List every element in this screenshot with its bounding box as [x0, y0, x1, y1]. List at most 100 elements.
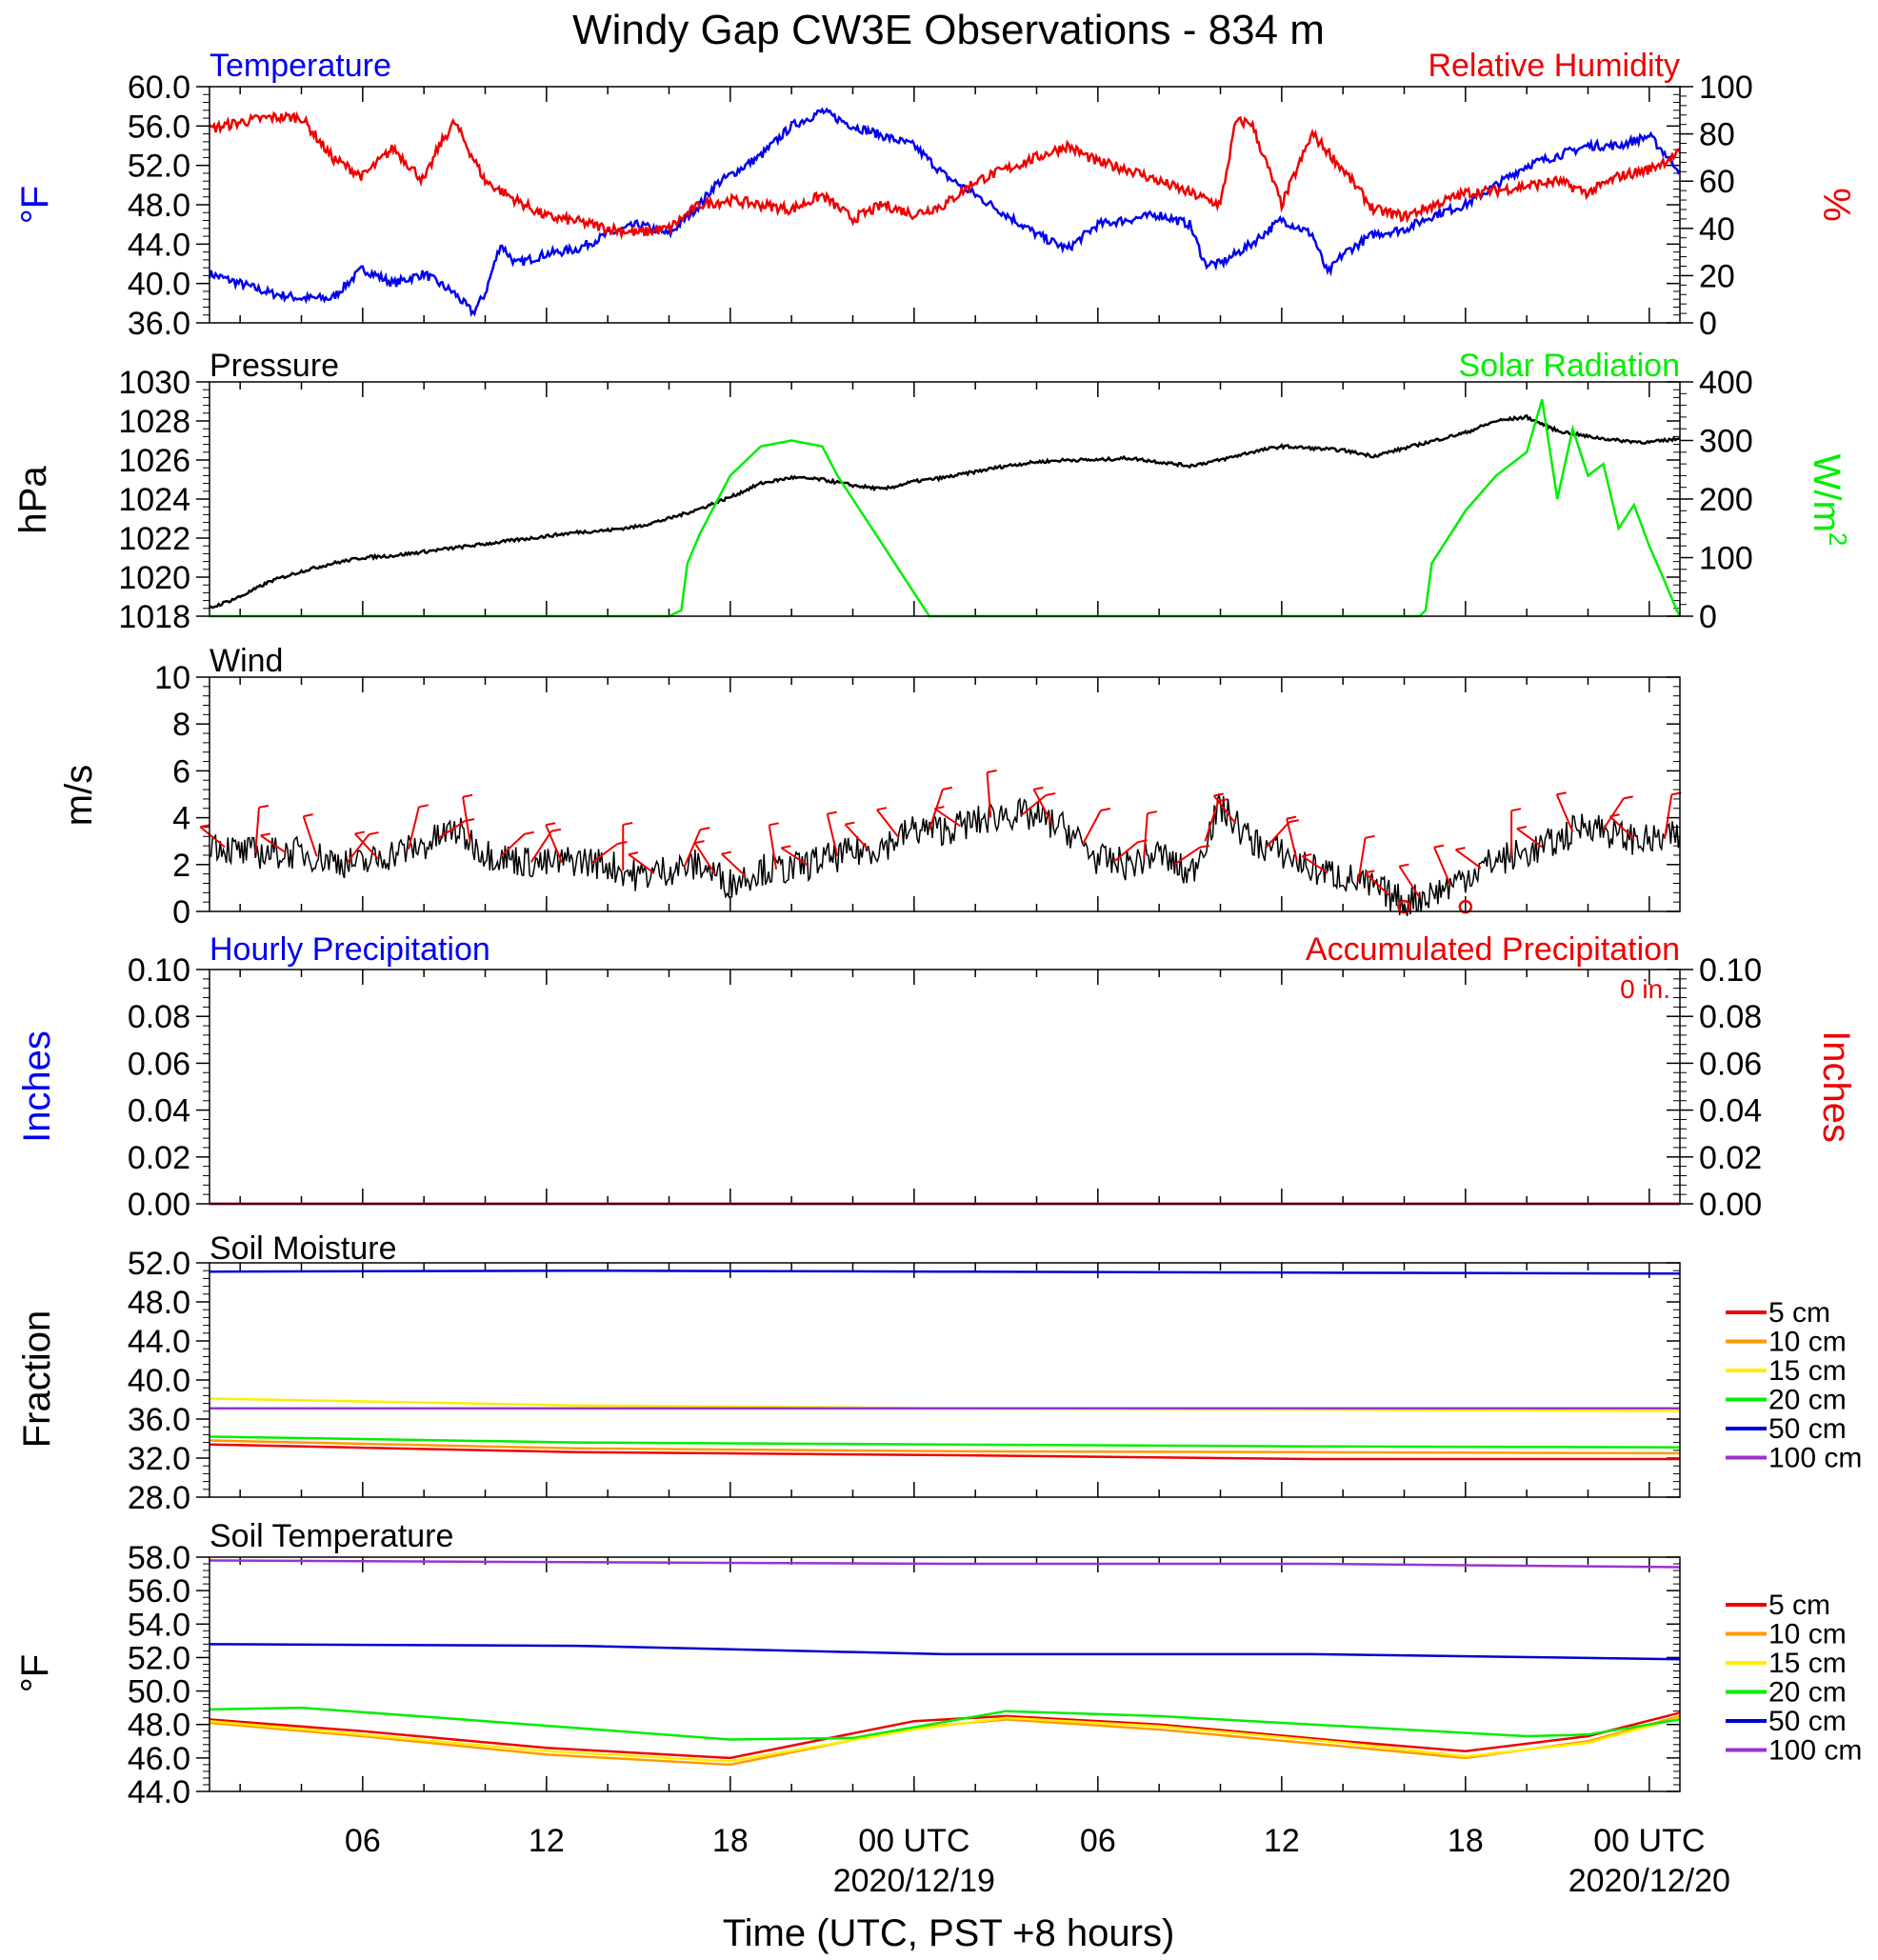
wind-barb-flag	[1286, 815, 1297, 820]
series-line-15-cm	[209, 1716, 1681, 1763]
legend-label: 15 cm	[1768, 1355, 1847, 1387]
series-line-50-cm	[209, 1643, 1681, 1661]
precip-frame	[209, 969, 1681, 1205]
soil-moisture-frame	[209, 1262, 1681, 1498]
wind-barb	[408, 807, 420, 850]
wind-barb	[346, 833, 370, 863]
x-date-label: 2020/12/19	[833, 1863, 995, 1899]
soil-temp-label: Soil Temperature	[210, 1518, 453, 1554]
wind-barb	[876, 809, 900, 839]
wind-barb-flag	[303, 813, 313, 818]
wind-barb	[683, 829, 702, 868]
wind-barb-flag	[1046, 792, 1056, 796]
wind-barb	[844, 823, 869, 850]
wind-barb-flag	[781, 845, 791, 850]
y-tick-label: 4	[172, 801, 190, 837]
calm-wind-marker	[1397, 899, 1411, 914]
y-tick-label: 52.0	[128, 1640, 190, 1676]
solar-unit-label: W/m2	[1806, 454, 1852, 547]
y-tick-label: 2	[172, 848, 190, 884]
precip-left-unit-label: Inches	[16, 1030, 58, 1143]
wind-barb-flag	[1218, 798, 1229, 803]
series-line-temperature	[208, 107, 1682, 317]
series-line-10-cm	[209, 1439, 1681, 1455]
wind-barb-flag	[462, 793, 473, 798]
panel-pressure-solar: Pressure Solar Radiation hPa W/m2 101810…	[12, 348, 1852, 635]
panel-soil-moisture: Soil Moisture Fraction 28.032.036.040.04…	[16, 1230, 1862, 1516]
panel-precip: Hourly Precipitation Accumulated Precipi…	[16, 931, 1857, 1223]
y2-tick-label: 300	[1699, 424, 1753, 460]
wind-barb-flag	[1365, 870, 1375, 874]
x-tick-label: 00 UTC	[1593, 1823, 1705, 1859]
wind-barb-flag	[1433, 844, 1445, 849]
calm-wind-marker	[1458, 899, 1473, 914]
wind-barb-flag	[1199, 844, 1210, 849]
legend-label: 100 cm	[1768, 1443, 1862, 1474]
series-line-relative-humidity	[209, 110, 1682, 241]
y-tick-label: 1022	[118, 521, 190, 557]
legend-label: 50 cm	[1768, 1413, 1847, 1445]
y-tick-label: 50.0	[128, 1674, 190, 1710]
y-tick-label: 52.0	[128, 149, 190, 185]
pressure-unit-label: hPa	[12, 466, 54, 534]
legend-label: 20 cm	[1768, 1385, 1847, 1416]
wind-barb	[1433, 847, 1451, 886]
wind-barb	[1204, 800, 1220, 842]
y2-tick-label: 0	[1699, 599, 1717, 635]
wind-barb	[354, 832, 379, 860]
wind-barb	[1663, 794, 1673, 839]
wind-barb	[1602, 797, 1625, 830]
panel-soil-temp: Soil Temperature °F 44.046.048.050.052.0…	[14, 1518, 1862, 1810]
y-tick-label: 1030	[118, 365, 190, 401]
y-tick-label: 48.0	[128, 1708, 190, 1744]
wind-barb-flag	[769, 822, 779, 827]
wind-barb-flag	[524, 830, 534, 835]
y2-tick-label: 0	[1699, 306, 1717, 342]
series-line-100-cm	[209, 1559, 1681, 1569]
wind-barb	[693, 842, 716, 875]
y-tick-label: 0.04	[128, 1093, 190, 1130]
x-axis-label: Time (UTC, PST +8 hours)	[723, 1912, 1175, 1954]
wind-barb-flag	[934, 806, 945, 810]
y-tick-label: 40.0	[128, 1363, 190, 1399]
wind-barb	[1555, 793, 1574, 832]
pressure-label: Pressure	[210, 348, 339, 384]
wind-label: Wind	[210, 643, 283, 679]
y-tick-label: 48.0	[128, 188, 190, 224]
y-tick-label: 0.02	[128, 1140, 190, 1176]
y-tick-label: 1024	[118, 482, 190, 518]
soil-temp-frame	[209, 1556, 1681, 1792]
y2-tick-label: 100	[1699, 541, 1753, 577]
wind-barb	[1112, 841, 1139, 864]
series-line-pressure	[209, 413, 1681, 610]
y-tick-label: 1028	[118, 404, 190, 440]
legend-label: 20 cm	[1768, 1677, 1847, 1709]
wind-frame	[209, 676, 1681, 912]
wind-barb	[199, 826, 226, 849]
y-tick-label: 44.0	[128, 1774, 190, 1810]
x-tick-label: 06	[345, 1823, 381, 1859]
temp-unit-label: °F	[14, 186, 56, 224]
y2-tick-label: 20	[1699, 258, 1735, 294]
wind-barb-flag	[845, 821, 855, 826]
wind-barb-flag	[418, 804, 430, 809]
wind-barb-flag	[1516, 826, 1528, 830]
wind-unit-label: m/s	[58, 765, 100, 826]
wind-barb-flag	[721, 850, 731, 855]
y-tick-label: 0.10	[128, 952, 190, 989]
x-tick-label: 18	[1448, 1823, 1484, 1859]
wind-barb	[1173, 846, 1201, 866]
wind-barb-flag	[1033, 786, 1044, 790]
wind-barb-flag	[258, 804, 270, 809]
y-tick-label: 0.00	[128, 1187, 190, 1223]
legend-label: 10 cm	[1768, 1619, 1847, 1650]
legend-label: 10 cm	[1768, 1327, 1847, 1358]
wind-barb	[1364, 871, 1390, 896]
y2-tick-label: 100	[1699, 70, 1753, 106]
y-tick-label: 36.0	[128, 1402, 190, 1438]
wind-barb-flag	[1365, 834, 1375, 839]
y-tick-label: 44.0	[128, 1324, 190, 1360]
wind-barb	[1081, 810, 1102, 846]
y-tick-label: 48.0	[128, 1285, 190, 1321]
wind-barb	[780, 847, 808, 866]
